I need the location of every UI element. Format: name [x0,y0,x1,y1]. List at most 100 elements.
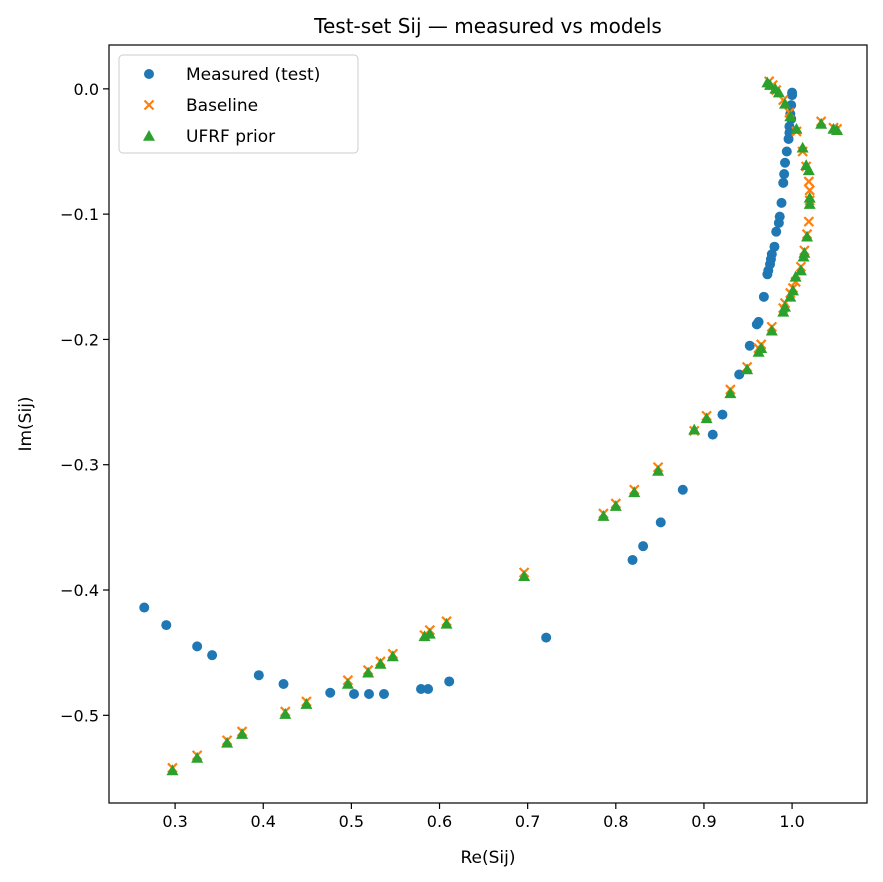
data-point-triangle [786,284,799,296]
x-tick-label: 0.3 [162,812,187,831]
data-point-triangle [440,617,453,629]
x-axis: 0.3 0.4 0.5 0.6 0.7 0.8 0.9 1.0 [162,803,805,831]
data-point-triangle [784,290,797,302]
data-point-triangle [784,110,797,122]
legend-marker [143,99,155,111]
data-point-circle [253,670,264,681]
data-point-circle [416,683,427,694]
data-point-triangle [279,708,292,719]
data-point-circle [444,676,455,687]
data-point-triangle [724,387,737,399]
data-point-circle [758,291,769,302]
x-axis-label: Re(Sij) [460,848,515,868]
data-point-circle [780,157,791,168]
data-point-triangle [628,486,641,498]
y-tick-label: −0.2 [60,330,99,349]
chart-title: Test-set Sij — measured vs models [313,14,662,38]
data-point-triangle [803,191,816,203]
data-point-circle [364,688,375,699]
data-point-triangle [688,423,701,435]
data-point-triangle [794,264,807,276]
y-tick-label: −0.5 [60,706,99,725]
legend-item: Measured (test) [144,65,320,85]
data-point-triangle [386,650,399,662]
legend-marker [143,130,155,141]
series-3 [166,76,844,776]
data-point-triangle [755,342,768,353]
x-tick-label: 1.0 [779,812,804,831]
data-point-x [803,216,815,227]
x-tick-label: 0.8 [603,812,628,831]
data-point-circle [753,316,764,327]
data-point-x [804,185,815,196]
data-point-triangle [362,666,375,678]
data-point-triangle [761,76,774,88]
data-point-circle [192,641,203,652]
legend-label: Measured (test) [186,65,320,85]
plot-frame [108,44,868,804]
legend: Measured (test) Baseline UFRF prior [118,54,359,154]
data-point-triangle [374,657,387,669]
data-point-circle [744,340,755,351]
data-point-circle [278,678,289,689]
data-point-circle [325,687,336,698]
series-1 [139,87,798,699]
data-point-triangle [798,246,811,258]
data-point-triangle [609,500,622,511]
data-point-triangle [741,363,754,375]
data-point-triangle [796,141,809,153]
data-point-triangle [300,698,313,709]
data-point-circle [734,369,745,380]
data-point-triangle [700,412,713,424]
data-point-triangle [518,570,531,582]
data-point-circle [787,87,798,98]
y-axis: 0.0 −0.1 −0.2 −0.3 −0.4 −0.5 [60,80,109,725]
data-point-circle [779,169,790,180]
data-point-triangle [779,97,792,109]
y-tick-label: −0.3 [60,456,99,475]
x-tick-label: 0.9 [691,812,716,831]
y-tick-label: 0.0 [74,80,99,99]
data-point-triangle [597,510,610,521]
legend-label: Baseline [186,96,258,116]
data-point-triangle [815,117,828,129]
data-point-x [803,176,815,187]
data-point-circle [776,197,787,208]
y-tick-label: −0.4 [60,581,99,600]
plot-points [139,76,844,776]
data-point-triangle [800,159,813,171]
legend-label: UFRF prior [186,127,275,147]
legend-marker [144,69,154,79]
y-tick-label: −0.1 [60,205,99,224]
data-point-triangle [423,627,436,639]
x-tick-label: 0.5 [339,812,364,831]
data-point-circle [766,249,777,260]
data-point-triangle [831,124,844,135]
data-point-triangle [789,270,802,282]
data-point-circle [349,688,360,699]
x-tick-label: 0.7 [515,812,540,831]
data-point-circle [655,517,666,528]
data-point-triangle [803,198,816,209]
data-point-circle [207,650,218,661]
data-point-circle [638,541,649,552]
data-point-circle [771,226,782,237]
data-point-circle [707,429,718,440]
y-axis-label: Im(Sij) [16,396,36,451]
data-point-circle [378,688,389,699]
legend-item: UFRF prior [143,127,275,147]
data-point-triangle [236,728,249,739]
legend-box [118,54,359,154]
data-point-triangle [221,736,234,748]
data-point-circle [774,211,785,222]
data-point-triangle [779,300,792,312]
data-point-circle [781,146,792,157]
data-point-triangle [166,764,179,776]
data-point-circle [778,177,789,188]
data-point-circle [627,554,638,565]
data-point-triangle [801,230,814,242]
x-tick-label: 0.4 [251,812,276,831]
data-point-circle [717,409,728,420]
data-point-triangle [191,751,204,763]
